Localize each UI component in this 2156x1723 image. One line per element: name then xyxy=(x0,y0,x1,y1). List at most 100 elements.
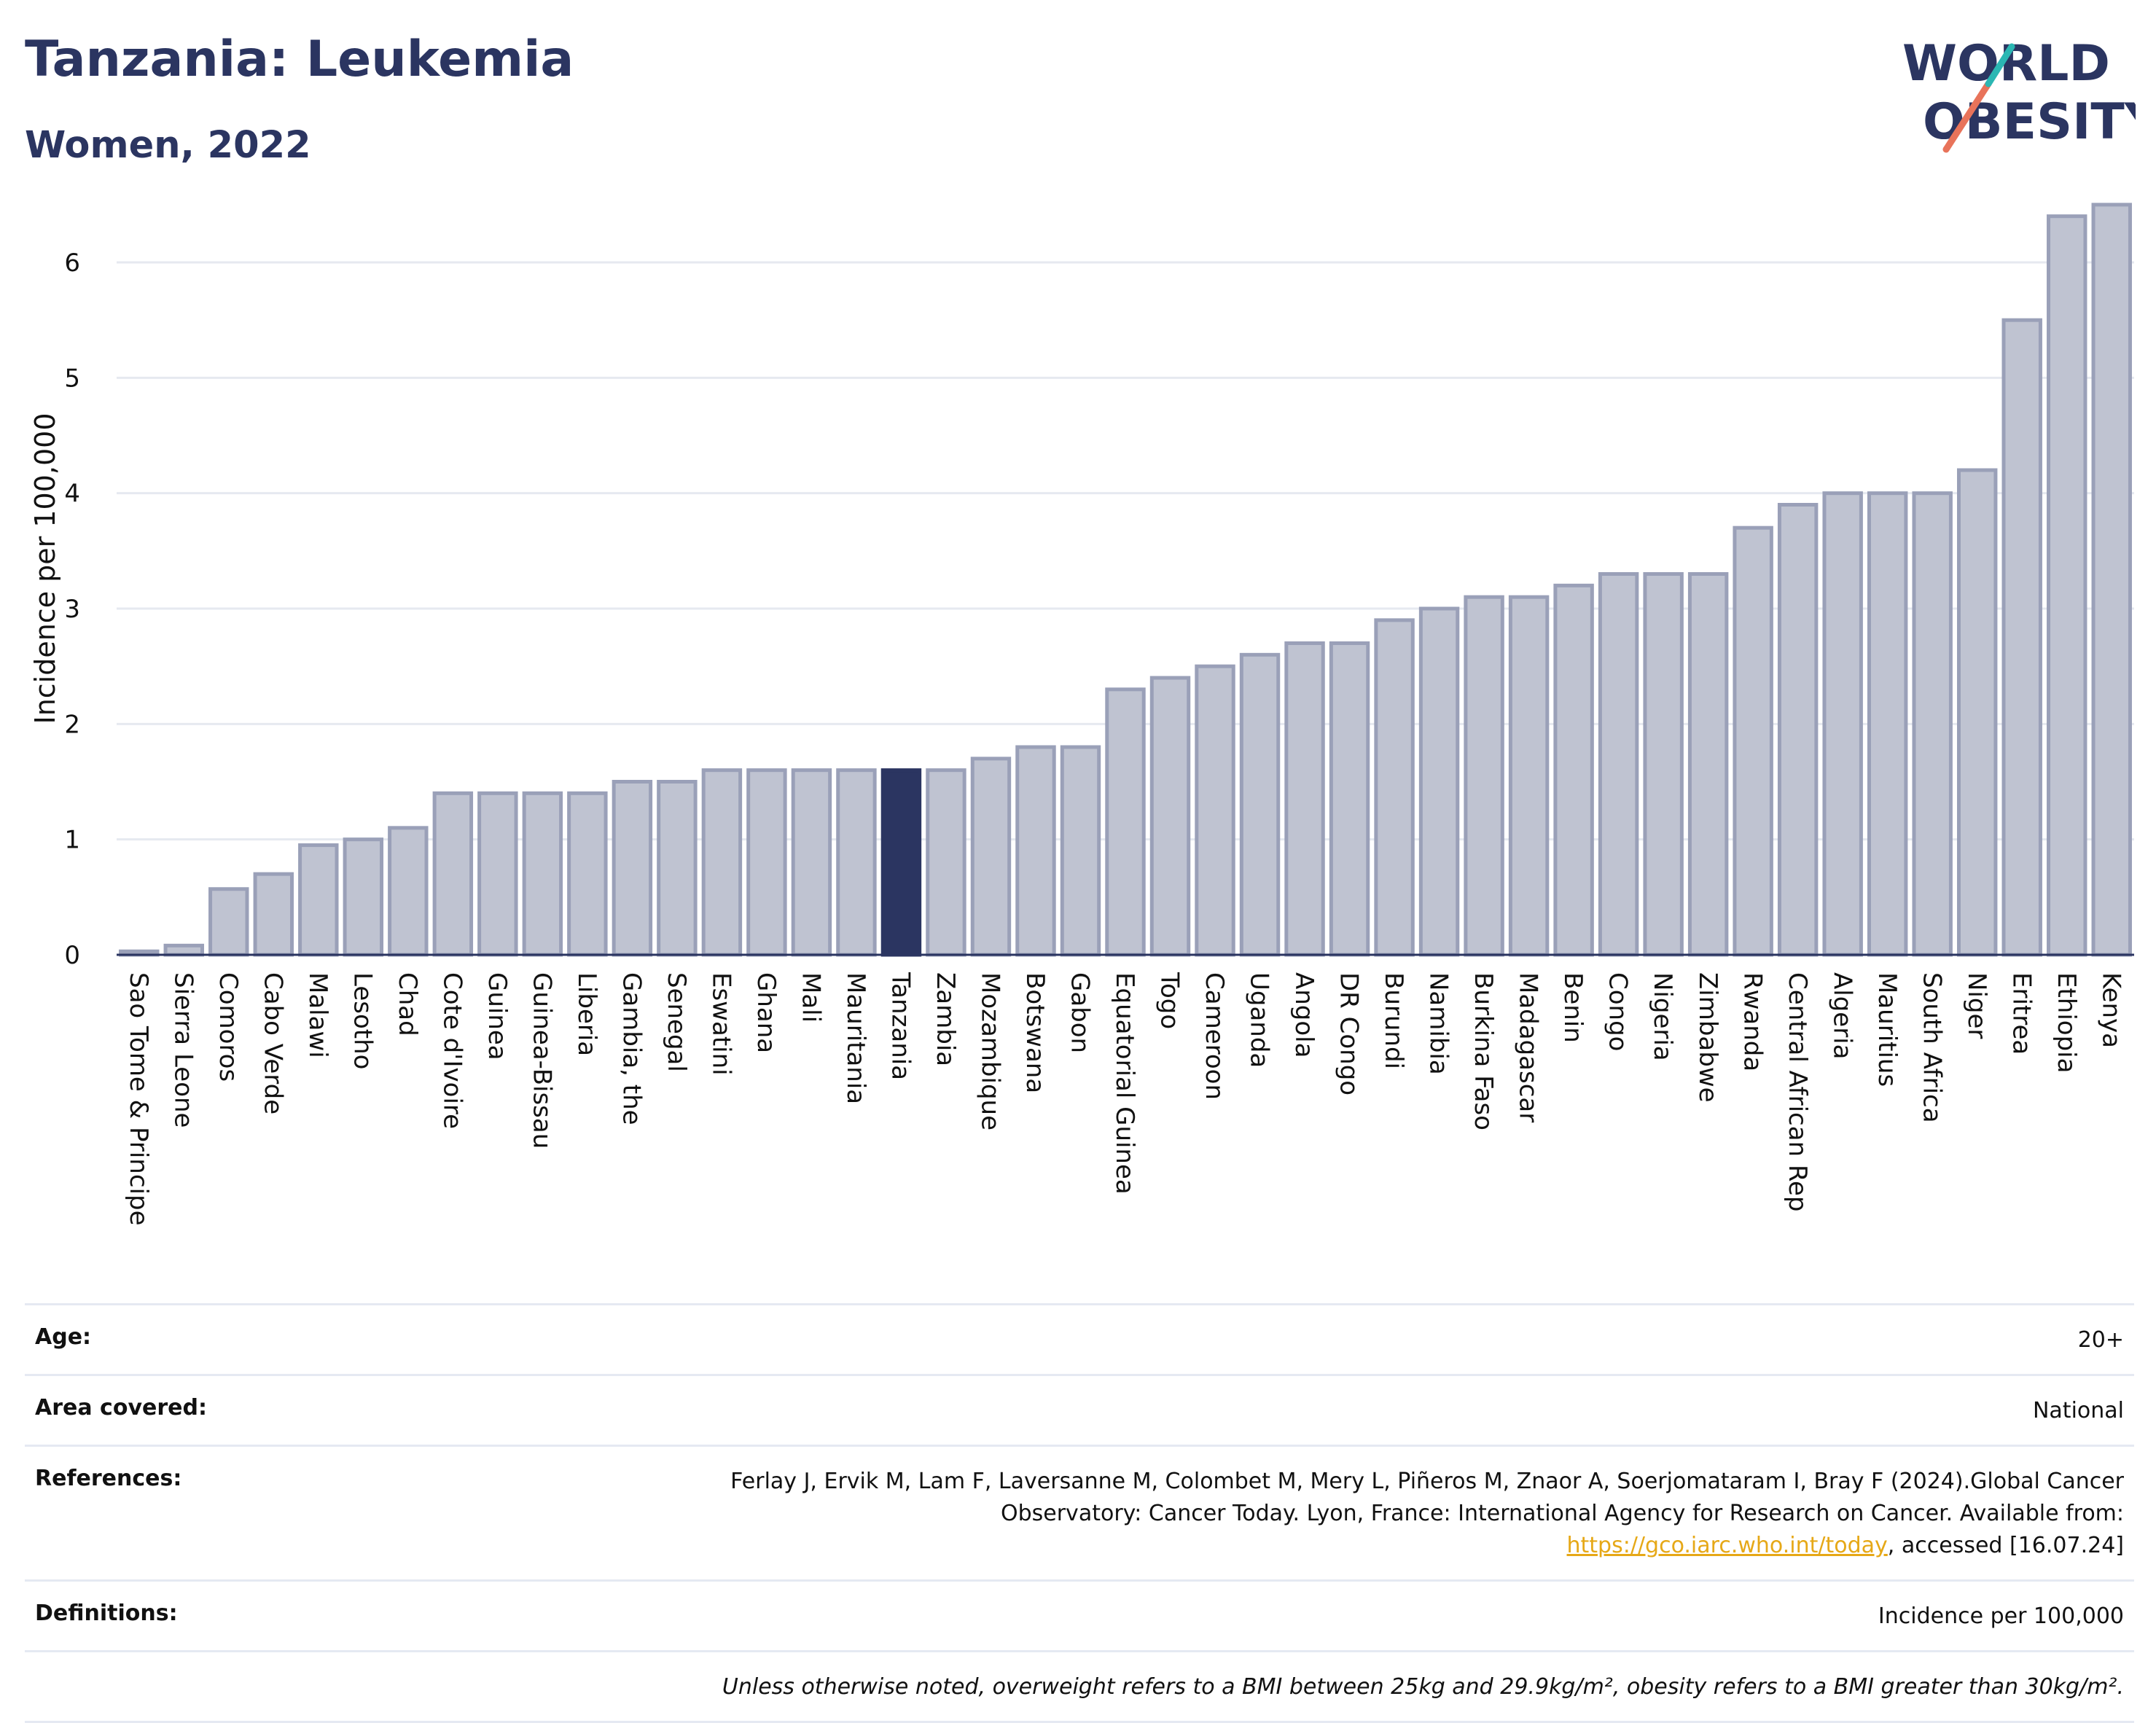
bar-cote-d-ivoire xyxy=(432,791,474,957)
x-tick-label: Niger xyxy=(1962,972,1991,1039)
bar-niger xyxy=(1956,468,1998,957)
y-tick-label: 3 xyxy=(64,595,80,624)
bar-gabon xyxy=(1060,745,1101,957)
x-tick-label: Guinea-Bissau xyxy=(527,972,556,1149)
bar-mauritius xyxy=(1867,491,1908,957)
bar-gambia-the xyxy=(612,780,653,957)
x-tick-label: Burkina Faso xyxy=(1469,972,1498,1130)
x-tick-label: Guinea xyxy=(483,972,512,1060)
world-obesity-logo: WORLD OBESITY xyxy=(1902,35,2136,153)
x-tick-label: Nigeria xyxy=(1648,972,1677,1061)
x-tick-label: Ghana xyxy=(751,972,781,1053)
x-tick-label: Central African Rep xyxy=(1783,972,1812,1212)
bar-rwanda xyxy=(1733,526,1773,957)
x-tick-label: Cameroon xyxy=(1200,972,1229,1100)
x-tick-label: Comoros xyxy=(214,972,243,1082)
x-tick-label: Eritrea xyxy=(2007,972,2036,1055)
bar-eritrea xyxy=(2001,318,2042,957)
info-row-note: Unless otherwise noted, overweight refer… xyxy=(25,1650,2134,1723)
x-tick-label: Mauritania xyxy=(841,972,870,1104)
bar-mozambique xyxy=(970,757,1012,957)
bar-cabo-verde xyxy=(253,872,294,957)
x-tick-label: Eswatini xyxy=(707,972,736,1076)
bar-zambia xyxy=(926,768,966,957)
bar-malawi xyxy=(298,843,339,957)
area-label: Area covered: xyxy=(35,1395,207,1421)
age-value: 20+ xyxy=(2077,1327,2124,1353)
y-tick-label: 6 xyxy=(64,249,80,278)
x-tick-label: Zimbabwe xyxy=(1693,972,1722,1103)
x-tick-label: Chad xyxy=(393,972,422,1036)
bar-angola xyxy=(1284,641,1325,957)
logo-slash-red xyxy=(1942,80,1992,153)
bar-sierra-leone xyxy=(163,943,204,957)
x-tick-label: Togo xyxy=(1155,972,1184,1029)
bar-guinea xyxy=(477,791,518,957)
x-tick-label: Algeria xyxy=(1827,972,1856,1059)
y-tick-label: 1 xyxy=(64,826,80,855)
x-tick-label: Liberia xyxy=(572,972,601,1056)
references-value: Ferlay J, Ervik M, Lam F, Laversanne M, … xyxy=(666,1466,2124,1562)
x-tick-label: Congo xyxy=(1604,972,1633,1051)
x-tick-label: Equatorial Guinea xyxy=(1110,972,1139,1195)
logo-slash-teal xyxy=(1985,43,2015,87)
bar-ghana xyxy=(746,768,787,957)
x-tick-label: Cabo Verde xyxy=(258,972,287,1114)
bar-liberia xyxy=(567,791,608,957)
x-tick-label: DR Congo xyxy=(1335,972,1364,1095)
definitions-label: Definitions: xyxy=(35,1601,178,1626)
x-tick-label: Malawi xyxy=(303,972,332,1058)
y-axis-title: Incidence per 100,000 xyxy=(29,413,61,724)
bar-kenya xyxy=(2091,203,2132,957)
x-tick-label: Angola xyxy=(1289,972,1319,1058)
page-subtitle: Women, 2022 xyxy=(25,124,311,167)
bar-central-african-rep xyxy=(1777,503,1819,957)
y-tick-label: 2 xyxy=(64,710,80,739)
x-tick-label: Zambia xyxy=(931,972,960,1066)
x-tick-label: Tanzania xyxy=(886,972,915,1080)
x-tick-label: Mauritius xyxy=(1872,972,1902,1087)
bar-uganda xyxy=(1239,652,1281,957)
x-tick-label: Namibia xyxy=(1424,972,1453,1075)
x-tick-labels: Sao Tome & Principe Sierra Leone Comoros Ca… xyxy=(124,972,2125,1226)
bar-cameroon xyxy=(1195,664,1235,957)
references-link[interactable]: https://gco.iarc.who.int/today xyxy=(1566,1533,1888,1558)
bar-botswana xyxy=(1015,745,1056,957)
x-tick-label: Ethiopia xyxy=(2052,972,2081,1073)
x-tick-label: Rwanda xyxy=(1738,972,1767,1071)
bar-senegal xyxy=(657,780,698,957)
bar-mali xyxy=(791,768,832,957)
x-tick-label: Madagascar xyxy=(1514,972,1543,1122)
bar-dr-congo xyxy=(1329,641,1370,957)
bar-congo xyxy=(1598,572,1639,957)
x-tick-label: Senegal xyxy=(662,972,691,1072)
bar-madagascar xyxy=(1508,595,1550,957)
bar-togo xyxy=(1149,676,1191,957)
bar-tanzania xyxy=(880,768,922,957)
info-row-definitions: Definitions: Incidence per 100,000 xyxy=(25,1579,2134,1650)
bar-south-africa xyxy=(1912,491,1953,957)
y-tick-label: 4 xyxy=(64,480,80,509)
x-tick-label: Lesotho xyxy=(348,972,377,1069)
references-label: References: xyxy=(35,1466,182,1491)
bar-algeria xyxy=(1822,491,1863,957)
bar-comoros xyxy=(208,887,249,957)
x-tick-label: Sao Tome & Principe xyxy=(124,972,153,1226)
y-tick-labels: 0 1 2 3 4 5 6 xyxy=(64,249,80,970)
bar-chart: 0 1 2 3 4 5 6 Sao Tome & Principe Sierra Leone C… xyxy=(64,203,2134,1226)
y-axis-title-box: Incidence per 100,000 xyxy=(29,413,61,724)
x-tick-label: Kenya xyxy=(2096,972,2125,1048)
info-row-age: Age: 20+ xyxy=(25,1303,2134,1374)
bar-nigeria xyxy=(1643,572,1684,957)
age-label: Age: xyxy=(35,1324,92,1350)
x-tick-label: Uganda xyxy=(1245,972,1274,1068)
info-table: Age: 20+ Area covered: National Referenc… xyxy=(25,1303,2134,1723)
bar-zimbabwe xyxy=(1687,572,1729,957)
references-accessed: , accessed [16.07.24] xyxy=(1887,1533,2124,1558)
bar-eswatini xyxy=(701,768,743,957)
bar-lesotho xyxy=(343,837,384,957)
bar-ethiopia xyxy=(2047,214,2087,957)
bar-chad xyxy=(388,826,429,957)
page-title: Tanzania: Leukemia xyxy=(25,31,574,88)
bar-mauritania xyxy=(836,768,877,957)
